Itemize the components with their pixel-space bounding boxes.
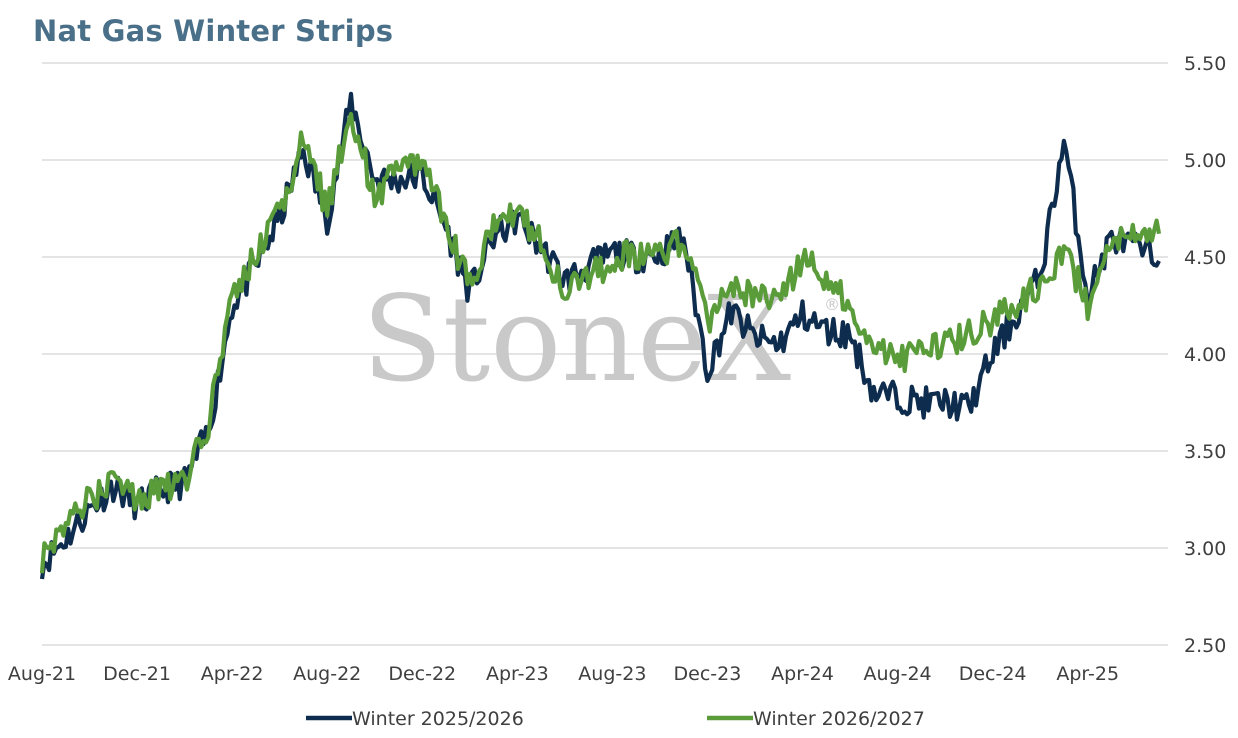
chart-title: Nat Gas Winter Strips [33,14,394,48]
series-line-1 [39,91,1161,580]
x-tick-label: Aug-22 [293,663,361,685]
x-tick-label: Apr-25 [1056,663,1119,685]
x-tick-label: Aug-21 [8,663,76,685]
series-line-2 [39,111,1162,574]
y-tick-label: 5.00 [1184,150,1226,172]
x-tick-label: Aug-24 [863,663,931,685]
x-tick-label: Dec-23 [674,663,742,685]
y-axis: 5.50 5.00 4.50 4.00 3.50 3.00 2.50 [1184,53,1226,657]
y-tick-label: 2.50 [1184,635,1226,657]
y-tick-label: 4.00 [1184,344,1226,366]
x-tick-label: Apr-22 [201,663,264,685]
y-tick-label: 5.50 [1184,53,1226,75]
y-tick-label: 3.00 [1184,538,1226,560]
x-axis: Aug-21 Dec-21 Apr-22 Aug-22 Dec-22 Apr-23 Aug-… [8,663,1119,685]
series-lines [39,91,1162,580]
x-tick-label: Dec-21 [103,663,171,685]
legend: Winter 2025/2026 Winter 2026/2027 [306,708,925,730]
x-tick-label: Aug-23 [578,663,646,685]
x-tick-label: Apr-24 [771,663,834,685]
y-tick-label: 3.50 [1184,441,1226,463]
y-tick-label: 4.50 [1184,247,1226,269]
legend-label: Winter 2026/2027 [753,708,925,730]
x-tick-label: Dec-22 [388,663,456,685]
watermark-registered-mark: ® [824,295,840,314]
x-tick-label: Dec-24 [959,663,1027,685]
x-tick-label: Apr-23 [486,663,549,685]
legend-label: Winter 2025/2026 [352,708,524,730]
